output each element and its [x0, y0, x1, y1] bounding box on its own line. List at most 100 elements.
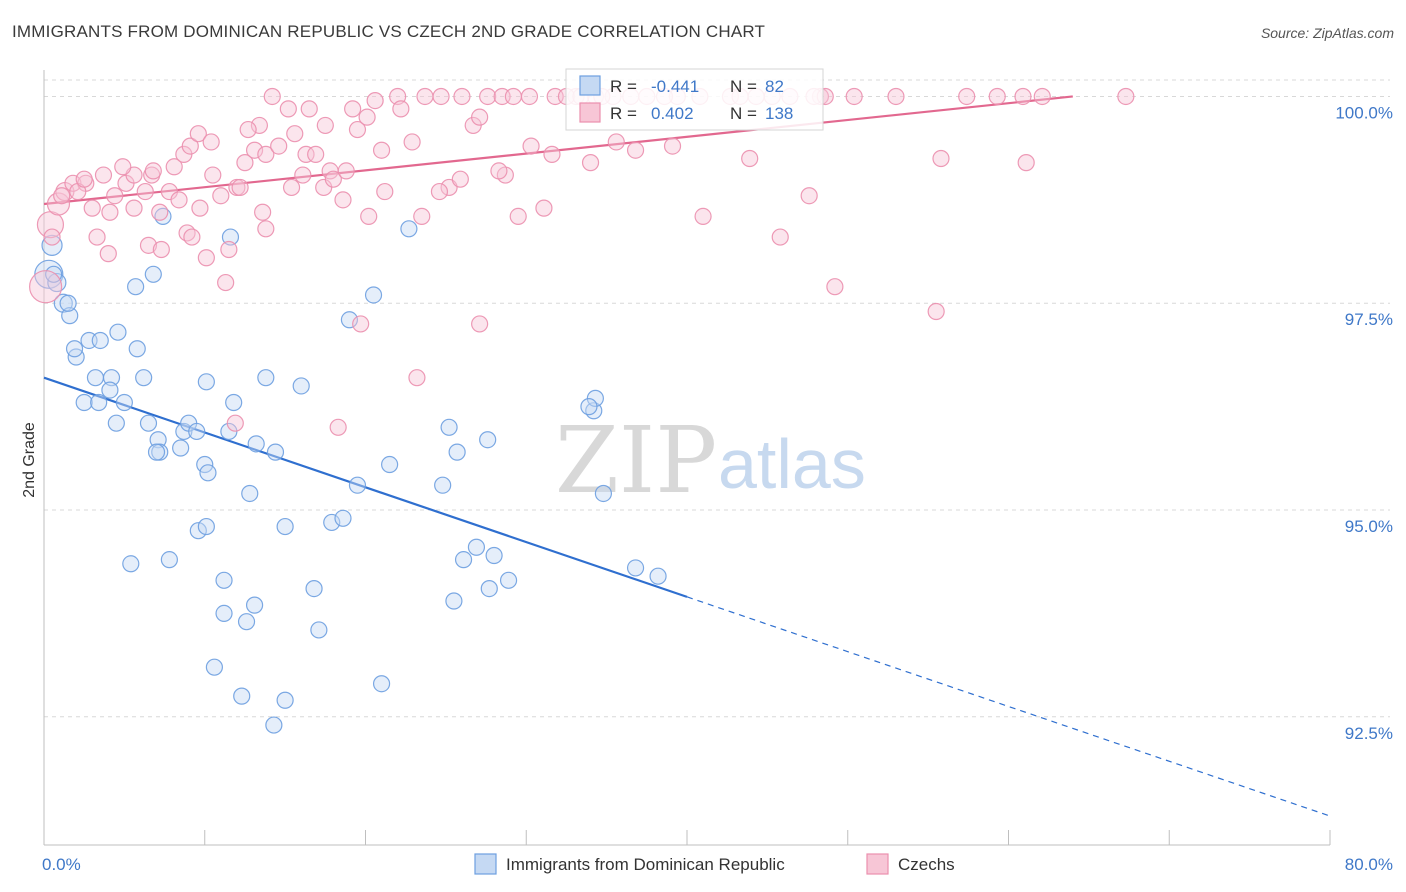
point-series-1 — [649, 567, 667, 585]
point-series-2 — [191, 199, 209, 217]
point-series-2 — [245, 141, 264, 159]
point-series-2 — [490, 162, 508, 180]
point-series-1 — [266, 443, 285, 461]
point-series-2 — [479, 87, 497, 106]
point-series-2 — [279, 100, 297, 118]
point-series-2 — [106, 187, 124, 205]
point-series-2 — [520, 87, 539, 106]
point-series-2 — [64, 174, 82, 192]
point-series-2 — [170, 191, 188, 209]
point-series-2 — [139, 236, 158, 254]
point-series-2 — [294, 166, 312, 184]
point-series-2 — [53, 187, 71, 205]
stats-box: R = -0.441 N = 82 R = 0.402 N = 138 — [565, 68, 824, 131]
point-series-2 — [151, 203, 169, 221]
point-series-2 — [250, 116, 269, 135]
point-series-1 — [400, 220, 418, 238]
point-series-1 — [265, 716, 283, 734]
point-series-1 — [115, 393, 133, 412]
point-series-1 — [90, 393, 108, 412]
point-series-2 — [451, 170, 469, 188]
stats-r-label: R = — [610, 77, 637, 96]
point-series-2 — [324, 170, 342, 188]
stats-n-value: 138 — [765, 104, 793, 123]
point-series-1 — [175, 422, 193, 441]
stats-r-label: R = — [610, 104, 637, 123]
point-series-1 — [292, 377, 310, 395]
point-series-2 — [183, 228, 201, 246]
point-series-2 — [202, 133, 220, 151]
point-series-1 — [381, 455, 399, 474]
point-series-2 — [337, 162, 355, 180]
point-series-2 — [1014, 87, 1032, 106]
point-series-1 — [323, 513, 341, 532]
point-series-1 — [197, 517, 215, 536]
point-series-1 — [225, 393, 243, 412]
point-series-1 — [448, 443, 466, 461]
point-series-1 — [61, 307, 79, 325]
stats-box-frame — [565, 68, 824, 131]
point-series-2 — [316, 116, 334, 135]
point-series-2 — [522, 137, 540, 155]
point-series-2 — [360, 207, 378, 225]
point-series-1 — [149, 431, 167, 449]
point-series-2 — [416, 87, 434, 106]
point-series-2 — [181, 137, 199, 155]
point-series-2 — [46, 192, 71, 216]
point-series-2 — [366, 92, 384, 110]
point-series-2 — [694, 207, 712, 225]
point-series-2 — [826, 278, 844, 296]
point-series-1 — [107, 414, 125, 432]
point-series-1 — [45, 265, 63, 283]
point-series-2 — [372, 141, 391, 159]
point-series-1 — [485, 546, 503, 565]
point-series-1 — [594, 484, 613, 503]
point-series-1 — [479, 431, 497, 449]
point-series-1 — [91, 331, 109, 350]
point-series-1 — [75, 393, 93, 412]
point-series-1 — [215, 604, 233, 623]
point-series-2 — [263, 87, 281, 106]
point-series-2 — [83, 199, 101, 217]
point-series-2 — [932, 149, 950, 168]
point-series-2 — [403, 133, 421, 151]
point-series-1 — [147, 443, 166, 461]
point-series-1 — [580, 398, 598, 416]
point-series-2 — [165, 158, 183, 176]
point-series-1 — [205, 658, 223, 676]
point-series-2 — [239, 120, 257, 139]
point-series-1 — [86, 369, 105, 387]
point-series-2 — [430, 182, 449, 201]
stats-r-value: 0.402 — [651, 104, 694, 123]
point-series-2 — [1017, 154, 1035, 172]
y-tick-label: 92.5% — [1345, 724, 1393, 743]
point-series-1 — [237, 613, 256, 631]
point-series-2 — [581, 154, 600, 172]
point-series-2 — [663, 137, 682, 155]
point-series-1 — [139, 414, 158, 432]
point-series-1 — [334, 509, 352, 527]
point-series-2 — [329, 418, 347, 436]
point-series-1 — [109, 323, 127, 341]
y-tick-label: 97.5% — [1345, 310, 1393, 329]
watermark: ZIP atlas — [555, 407, 866, 514]
point-series-1 — [245, 596, 264, 614]
point-series-2 — [226, 414, 244, 432]
point-series-2 — [344, 100, 362, 118]
point-series-1 — [434, 476, 452, 494]
point-series-1 — [160, 551, 178, 569]
point-series-1 — [305, 579, 323, 598]
point-series-1 — [241, 484, 259, 503]
point-series-2 — [453, 87, 471, 106]
point-series-2 — [392, 100, 410, 118]
point-series-2 — [220, 240, 238, 259]
point-series-2 — [286, 125, 304, 143]
point-series-2 — [114, 158, 132, 176]
point-series-2 — [607, 133, 625, 151]
point-series-2 — [236, 154, 254, 172]
point-series-1 — [65, 340, 84, 358]
point-series-1 — [102, 369, 121, 387]
point-series-2 — [1117, 87, 1135, 106]
point-series-1 — [59, 294, 77, 312]
point-series-2 — [101, 203, 119, 221]
